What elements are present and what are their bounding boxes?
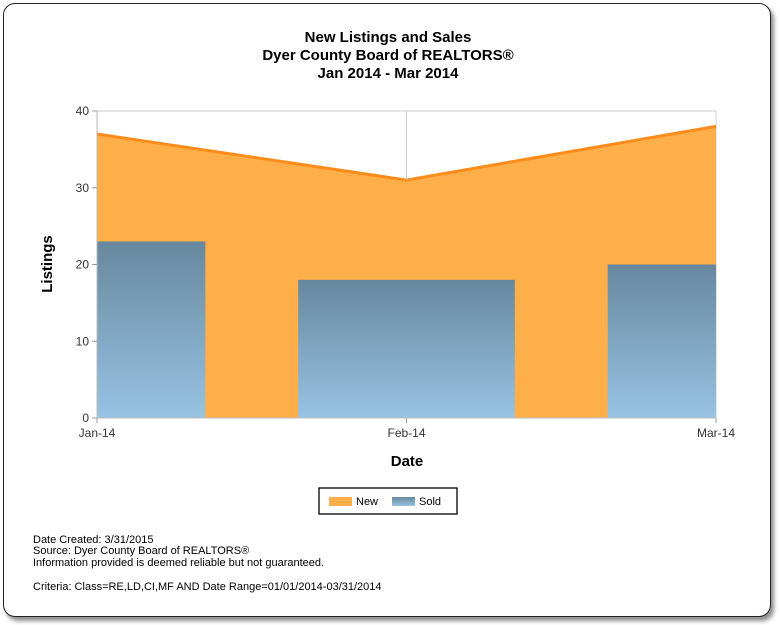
y-tick-label: 20	[76, 258, 90, 272]
chart-title-line-1: New Listings and Sales	[305, 29, 472, 46]
y-tick-label: 10	[76, 334, 90, 348]
y-tick-label: 40	[76, 104, 90, 118]
date-created: Date Created: 3/31/2015	[33, 534, 153, 546]
legend-swatch-new	[329, 497, 352, 506]
x-tick-label: Mar-14	[697, 426, 735, 440]
legend: New Sold	[318, 487, 458, 515]
y-tick-label: 0	[82, 411, 89, 425]
x-tick-label: Feb-14	[387, 426, 425, 440]
disclaimer: Information provided is deemed reliable …	[33, 557, 324, 569]
criteria: Criteria: Class=RE,LD,CI,MF AND Date Ran…	[33, 581, 382, 593]
x-tick-label: Jan-14	[79, 426, 116, 440]
chart-title-line-2: Dyer County Board of REALTORS®	[262, 47, 513, 64]
y-tick-label: 30	[76, 181, 90, 195]
legend-label-new: New	[356, 496, 378, 508]
bar-sold-Mar-14	[607, 264, 716, 418]
chart-title-line-3: Jan 2014 - Mar 2014	[318, 65, 460, 82]
legend-swatch-sold	[392, 497, 415, 506]
bar-sold-Feb-14	[298, 279, 515, 418]
legend-label-sold: Sold	[419, 496, 441, 508]
source: Source: Dyer County Board of REALTORS®	[33, 545, 249, 557]
bar-sold-Jan-14	[97, 241, 206, 418]
x-axis-label: Date	[391, 453, 424, 470]
area-new	[97, 126, 716, 418]
y-axis-label: Listings	[39, 235, 56, 293]
